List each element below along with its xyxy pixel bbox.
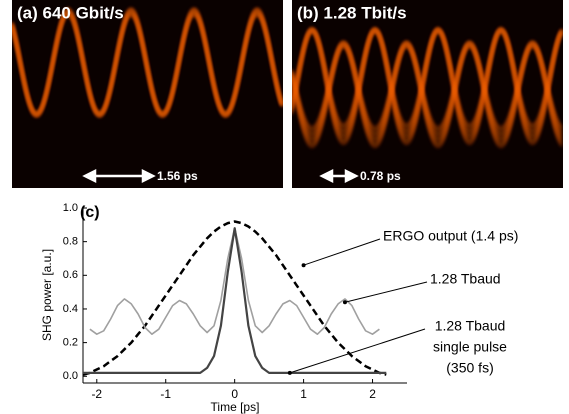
series-line xyxy=(83,227,387,374)
panel-label: (a) 640 Gbit/s xyxy=(17,3,124,22)
leader-dot xyxy=(342,300,347,305)
y-tick-label: 1.0 xyxy=(63,202,78,214)
annotation: 1.28 Tbaud xyxy=(435,318,506,334)
eye-trace xyxy=(292,45,563,148)
eye-traces-a xyxy=(12,7,283,162)
plot: 0.0 0.2 0.4 0.6 0.8 1.0 -2 -1 0 1 2 ERGO output (1.… xyxy=(63,202,519,401)
y-tick-label: 0.8 xyxy=(63,236,78,248)
y-tick-label: 0.6 xyxy=(63,269,78,281)
x-tick-label: -1 xyxy=(160,387,171,401)
series-line xyxy=(82,220,387,376)
x-tick-label: 0 xyxy=(231,387,238,401)
y-tick-label: 0.0 xyxy=(63,370,78,382)
arrow-a xyxy=(82,168,156,184)
x-tick-label: 1 xyxy=(300,387,307,401)
annotation: 1.28 Tbaud xyxy=(430,271,501,287)
leader-line xyxy=(303,238,381,266)
y-tick-label: 0.4 xyxy=(63,303,78,315)
period-label: 0.78 ps xyxy=(360,169,401,183)
arrow-b xyxy=(319,168,359,184)
x-tick-label: -2 xyxy=(91,387,102,401)
x-tick-label: 2 xyxy=(369,387,376,401)
eye-panel-b xyxy=(292,0,563,188)
leader-line xyxy=(289,328,426,374)
series-line xyxy=(89,227,380,335)
period-label: 1.56 ps xyxy=(157,169,198,183)
annotation: single pulse xyxy=(433,339,507,355)
y-axis-label: SHG power [a.u.] xyxy=(40,249,54,341)
leader-dot xyxy=(301,263,306,268)
eye-traces-b xyxy=(292,27,563,164)
y-tick-label: 0.2 xyxy=(63,337,78,349)
annotation: (350 fs) xyxy=(446,360,493,376)
eye-trace xyxy=(12,7,283,118)
leader-dot xyxy=(287,370,292,375)
leader-line xyxy=(344,281,428,303)
x-axis-label: Time [ps] xyxy=(211,400,260,414)
panel-label: (b) 1.28 Tbit/s xyxy=(297,3,407,22)
annotation: ERGO output (1.4 ps) xyxy=(383,228,518,244)
eye-panel-a xyxy=(12,0,283,188)
